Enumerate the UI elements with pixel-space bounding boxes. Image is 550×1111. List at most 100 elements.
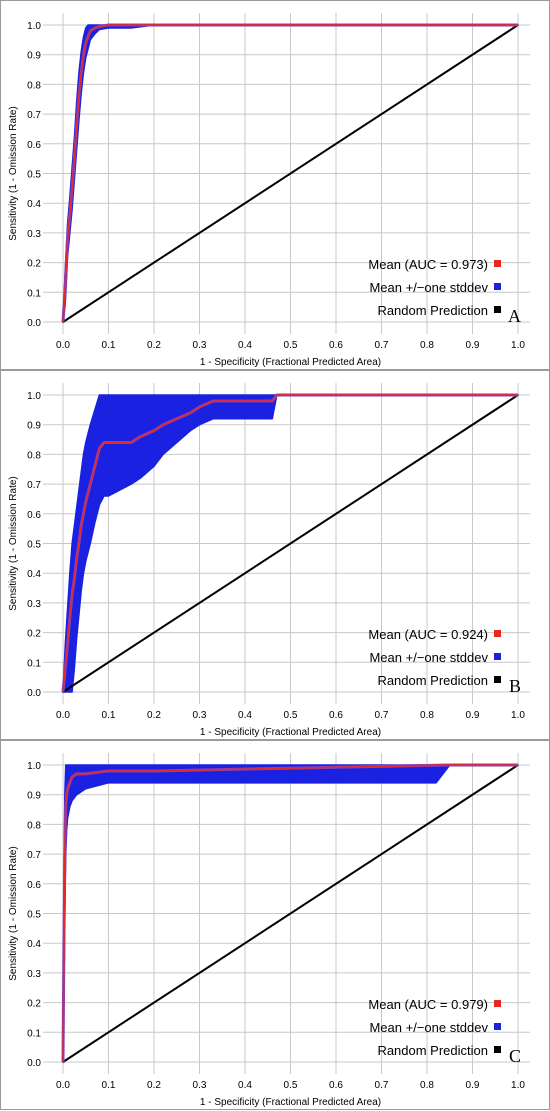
y-tick-label: 0.4	[27, 199, 41, 210]
x-tick-label: 0.4	[238, 340, 252, 351]
x-tick-label: 0.3	[193, 1080, 207, 1091]
x-tick-label: 0.7	[375, 340, 389, 351]
x-tick-label: 0.0	[56, 340, 70, 351]
x-tick-label: 1.0	[511, 340, 525, 351]
y-tick-label: 0.3	[27, 969, 41, 980]
legend-label: Mean (AUC = 0.924)	[368, 627, 488, 642]
series-mean	[62, 394, 518, 693]
x-axis-label: 1 - Specificity (Fractional Predicted Ar…	[200, 357, 381, 368]
y-tick-label: 0.0	[27, 1058, 41, 1069]
y-tick-label: 0.4	[27, 569, 41, 580]
legend-swatch	[494, 1046, 501, 1053]
y-tick-label: 0.6	[27, 880, 41, 891]
series-random-prediction	[62, 764, 519, 1063]
y-tick-label: 0.6	[27, 140, 41, 151]
y-axis-label: Sensitivity (1 - Omission Rate)	[8, 846, 19, 980]
y-tick-label: 0.0	[27, 688, 41, 699]
x-tick-label: 0.0	[56, 1080, 70, 1091]
legend-label: Mean (AUC = 0.979)	[368, 997, 488, 1012]
x-tick-label: 0.5	[284, 1080, 298, 1091]
roc-panel-a: 0.0 0.1 0.2 0.3 0.4 0.5 0.6 0.7 0.8 0.9 1.0 0.0 0.1 0…	[0, 0, 550, 370]
y-tick-label: 0.9	[27, 421, 41, 432]
legend-swatch	[494, 260, 501, 267]
panel-label: A	[508, 306, 521, 326]
y-tick-label: 0.2	[27, 259, 41, 270]
y-tick-label: 0.2	[27, 629, 41, 640]
legend: Mean (AUC = 0.924) Mean +/−one stddev Rand…	[368, 627, 501, 688]
x-tick-label: 0.5	[284, 340, 298, 351]
grid	[43, 13, 530, 334]
x-tick-label: 0.2	[147, 340, 161, 351]
roc-chart-c: 0.0 0.1 0.2 0.3 0.4 0.5 0.6 0.7 0.8 0.9 1.0 0.0 0.1 0…	[0, 740, 550, 1110]
y-tick-label: 1.0	[27, 761, 41, 772]
y-tick-label: 0.3	[27, 599, 41, 610]
y-tick-label: 0.6	[27, 510, 41, 521]
x-tick-label: 0.8	[420, 710, 434, 721]
legend-label: Mean +/−one stddev	[369, 280, 488, 295]
legend-label: Random Prediction	[377, 673, 488, 688]
legend-label: Random Prediction	[377, 1043, 488, 1058]
series-mean	[62, 24, 518, 323]
x-tick-label: 1.0	[511, 1080, 525, 1091]
x-tick-label: 0.0	[56, 710, 70, 721]
panel-label: C	[509, 1046, 521, 1066]
x-tick-label: 0.9	[466, 1080, 480, 1091]
roc-panel-c: 0.0 0.1 0.2 0.3 0.4 0.5 0.6 0.7 0.8 0.9 1.0 0.0 0.1 0…	[0, 740, 550, 1110]
roc-chart-a: 0.0 0.1 0.2 0.3 0.4 0.5 0.6 0.7 0.8 0.9 1.0 0.0 0.1 0…	[0, 0, 550, 370]
legend-label: Mean +/−one stddev	[369, 1020, 488, 1035]
legend-swatch	[494, 1000, 501, 1007]
y-tick-label: 0.8	[27, 450, 41, 461]
x-tick-label: 0.8	[420, 340, 434, 351]
panel-label: B	[509, 676, 521, 696]
x-tick-label: 0.6	[329, 710, 343, 721]
y-tick-label: 0.1	[27, 1028, 41, 1039]
legend-label: Mean (AUC = 0.973)	[368, 257, 488, 272]
y-tick-label: 0.0	[27, 318, 41, 329]
y-tick-label: 0.3	[27, 229, 41, 240]
x-tick-label: 0.9	[466, 710, 480, 721]
x-tick-label: 0.9	[466, 340, 480, 351]
x-tick-label: 0.2	[147, 1080, 161, 1091]
x-tick-label: 0.2	[147, 710, 161, 721]
x-tick-label: 0.3	[193, 340, 207, 351]
x-tick-label: 0.6	[329, 1080, 343, 1091]
legend-swatch	[494, 283, 501, 290]
x-axis-label: 1 - Specificity (Fractional Predicted Ar…	[200, 1097, 381, 1108]
y-tick-label: 0.8	[27, 80, 41, 91]
x-tick-label: 0.1	[102, 340, 116, 351]
x-tick-label: 1.0	[511, 710, 525, 721]
y-tick-label: 0.9	[27, 51, 41, 62]
y-tick-label: 0.1	[27, 288, 41, 299]
y-tick-label: 0.5	[27, 540, 41, 551]
x-tick-label: 0.4	[238, 710, 252, 721]
x-tick-label: 0.6	[329, 340, 343, 351]
x-tick-label: 0.7	[375, 1080, 389, 1091]
y-tick-label: 0.4	[27, 939, 41, 950]
x-tick-label: 0.7	[375, 710, 389, 721]
x-tick-label: 0.8	[420, 1080, 434, 1091]
y-tick-label: 0.7	[27, 850, 41, 861]
legend: Mean (AUC = 0.979) Mean +/−one stddev Rand…	[368, 997, 501, 1058]
series-random-prediction	[62, 24, 519, 323]
x-axis-label: 1 - Specificity (Fractional Predicted Ar…	[200, 727, 381, 738]
y-tick-label: 0.5	[27, 170, 41, 181]
panel-frame	[0, 740, 550, 1110]
legend-swatch	[494, 1023, 501, 1030]
series-random-prediction	[62, 394, 519, 693]
legend-label: Mean +/−one stddev	[369, 650, 488, 665]
y-tick-label: 0.5	[27, 910, 41, 921]
y-tick-label: 0.7	[27, 480, 41, 491]
y-tick-label: 0.2	[27, 999, 41, 1010]
x-tick-label: 0.1	[102, 710, 116, 721]
y-axis-label: Sensitivity (1 - Omission Rate)	[8, 476, 19, 610]
legend-swatch	[494, 653, 501, 660]
legend-swatch	[494, 630, 501, 637]
roc-panel-b: 0.0 0.1 0.2 0.3 0.4 0.5 0.6 0.7 0.8 0.9 1.0 0.0 0.1 0…	[0, 370, 550, 740]
y-tick-label: 1.0	[27, 391, 41, 402]
y-tick-label: 0.8	[27, 820, 41, 831]
legend-swatch	[494, 676, 501, 683]
x-tick-label: 0.5	[284, 710, 298, 721]
panel-frame	[0, 0, 550, 370]
y-tick-label: 0.9	[27, 791, 41, 802]
